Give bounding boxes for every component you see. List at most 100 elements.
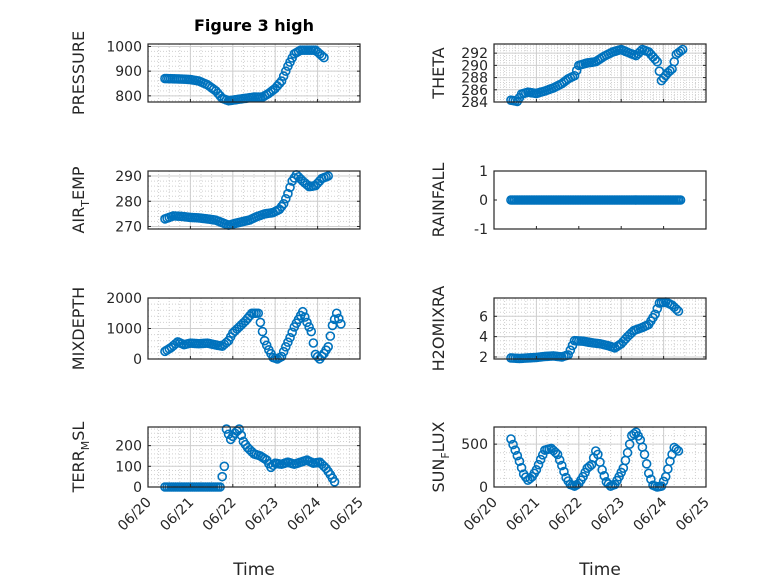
data-point: [304, 322, 314, 332]
data-point: [261, 340, 272, 351]
data-point: [283, 188, 293, 199]
data-point: [599, 471, 610, 481]
y-axis-label: TERRMSL: [69, 422, 92, 494]
data-point: [285, 332, 295, 343]
data-point: [221, 424, 232, 434]
data-point: [329, 314, 340, 325]
data-point: [516, 462, 527, 473]
data-point: [283, 337, 293, 348]
data-point: [677, 44, 688, 55]
axes-box: [147, 426, 361, 488]
subplot-4: -1 0 1 RAINFALL: [429, 163, 707, 238]
data-point: [234, 424, 244, 434]
data-point: [646, 474, 656, 485]
data-point: [512, 450, 523, 461]
data-point: [308, 338, 319, 348]
data-point: [323, 341, 334, 352]
y-tick-label: 200: [115, 439, 142, 455]
data-point: [675, 195, 686, 205]
data-point: [319, 52, 329, 63]
y-axis-label: PRESSURE: [69, 31, 88, 115]
y-tick-label: 290: [461, 58, 488, 74]
data-point: [257, 326, 268, 337]
data-point: [671, 444, 682, 455]
y-tick-label: 1: [479, 164, 488, 180]
data-point: [274, 78, 285, 89]
data-point: [584, 461, 595, 472]
data-point: [673, 306, 684, 317]
y-tick-label: 1000: [106, 39, 142, 55]
y-tick-label: 6: [479, 309, 488, 325]
data-point: [624, 439, 635, 449]
y-tick-label: 800: [115, 89, 142, 105]
data-point: [280, 66, 291, 76]
data-point: [278, 71, 289, 81]
data-point: [300, 312, 310, 322]
y-tick-label: 0: [133, 480, 142, 496]
data-point: [514, 456, 525, 467]
subplot-1: 800 900 1000 PRESSURE Figure 3 high: [69, 16, 361, 115]
data-point: [276, 76, 287, 86]
y-axis-label: THETA: [429, 47, 448, 99]
subplot-5: 0 1000 2000 MIXDEPTH: [69, 287, 361, 370]
data-point: [323, 171, 334, 181]
data-point: [559, 466, 569, 477]
data-point: [641, 459, 652, 469]
data-point: [569, 70, 580, 81]
axes-box: [493, 426, 707, 488]
axes-box: [493, 297, 707, 360]
data-point: [643, 468, 654, 479]
x-axis-label: Time: [232, 560, 275, 580]
y-tick-label: 500: [461, 437, 488, 453]
data-point: [287, 327, 297, 338]
data-point: [255, 317, 266, 328]
data-point: [276, 351, 287, 362]
y-tick-label: 292: [461, 46, 488, 62]
data-point: [665, 66, 675, 76]
y-tick-label: 284: [461, 95, 488, 111]
data-point: [217, 471, 227, 482]
data-point: [325, 331, 336, 341]
y-axis-label: MIXDEPTH: [69, 287, 88, 370]
data-point: [650, 54, 660, 65]
data-point: [317, 50, 327, 61]
data-point: [550, 447, 561, 458]
y-tick-label: 2000: [106, 291, 142, 307]
data-point: [622, 447, 633, 458]
y-axis-label: AIRTEMP: [69, 166, 92, 233]
y-tick-label: 4: [479, 330, 488, 346]
y-tick-label: -1: [474, 222, 488, 238]
y-tick-label: 0: [479, 193, 488, 209]
data-point: [671, 304, 682, 314]
data-point: [297, 306, 308, 317]
y-tick-label: 0: [133, 352, 142, 368]
data-point: [652, 56, 663, 67]
data-point: [219, 461, 230, 472]
subplot-3: 270 280 290 AIRTEMP: [69, 166, 361, 235]
data-point: [597, 465, 607, 475]
data-point: [554, 455, 565, 465]
x-axis-label: Time: [578, 560, 621, 580]
y-tick-label: 280: [115, 194, 142, 210]
axes-box: [147, 170, 361, 230]
data-point: [278, 198, 289, 209]
axes-box: [493, 43, 707, 103]
data-point: [302, 317, 312, 328]
axes-box: [147, 43, 361, 103]
data-point: [510, 445, 521, 455]
data-point: [329, 477, 340, 487]
data-point: [656, 481, 667, 491]
data-point: [557, 460, 567, 471]
y-axis-label: RAINFALL: [429, 163, 448, 238]
y-tick-label: 286: [461, 83, 488, 99]
y-tick-label: 1000: [106, 322, 142, 338]
data-point: [603, 479, 614, 489]
data-point: [533, 459, 544, 470]
data-point: [508, 439, 518, 450]
data-point: [280, 193, 291, 204]
y-tick-label: 288: [461, 71, 488, 87]
data-point: [675, 46, 686, 56]
data-point: [278, 346, 289, 357]
